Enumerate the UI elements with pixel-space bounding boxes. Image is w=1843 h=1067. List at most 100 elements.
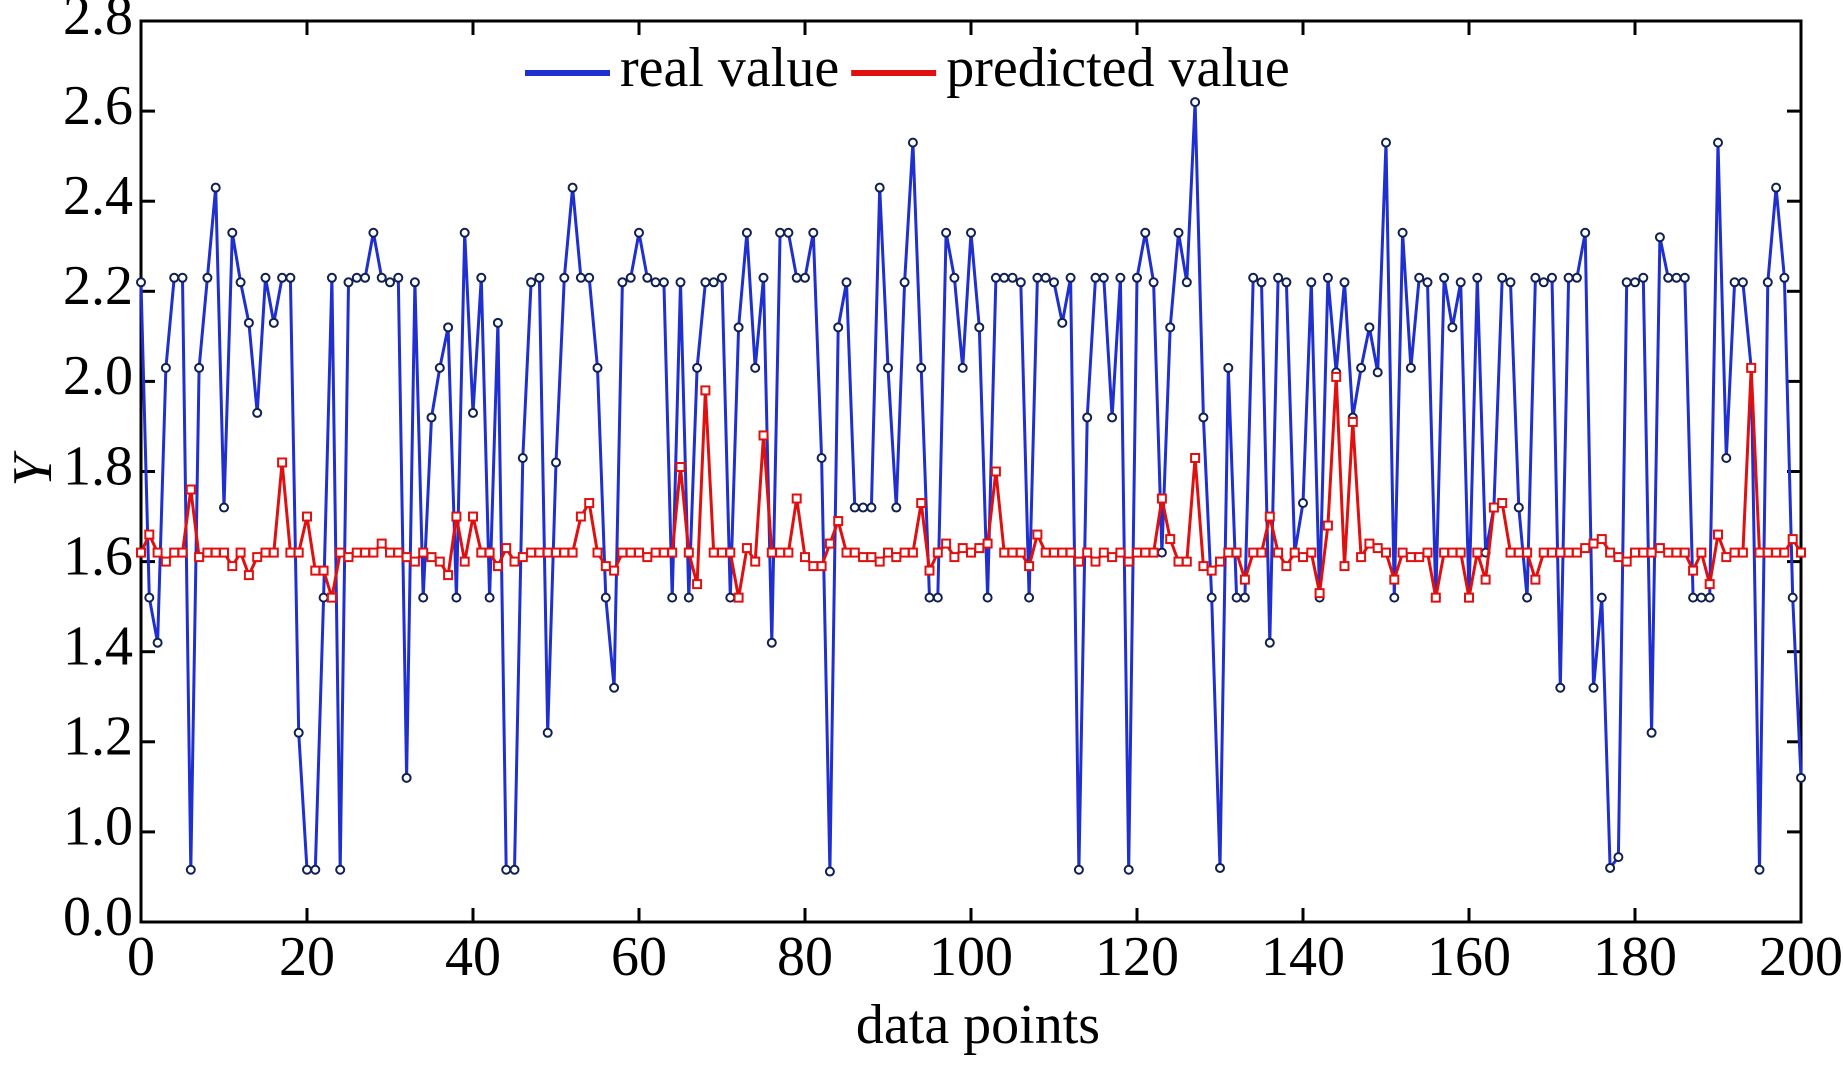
point-marker [185, 484, 196, 495]
point-marker [326, 272, 337, 283]
point-marker [534, 547, 545, 558]
point-marker [293, 547, 304, 558]
point-marker [957, 543, 968, 554]
point-marker [1015, 547, 1026, 558]
point-marker [335, 547, 346, 558]
y-tick-label: 1.4 [63, 616, 133, 678]
point-marker [1505, 547, 1516, 558]
point-marker [1737, 277, 1748, 288]
point-marker [360, 547, 371, 558]
point-marker [152, 547, 163, 558]
point-marker [1007, 547, 1018, 558]
point-marker [1580, 227, 1591, 238]
point-marker [1513, 502, 1524, 513]
point-marker [1787, 592, 1798, 603]
point-marker [858, 552, 869, 563]
point-marker [1049, 277, 1059, 288]
point-marker [326, 592, 337, 603]
point-marker [708, 547, 719, 558]
point-marker [1605, 547, 1616, 558]
x-tick-label: 0 [127, 926, 155, 988]
point-marker [1646, 727, 1657, 738]
point-marker [1405, 362, 1416, 373]
point-marker [1032, 529, 1043, 540]
point-marker [252, 407, 263, 418]
x-tick-label: 120 [1095, 926, 1179, 988]
point-marker [816, 452, 827, 463]
x-tick-label: 100 [929, 926, 1013, 988]
point-marker [833, 322, 844, 333]
point-marker [1596, 592, 1607, 603]
point-marker [1231, 547, 1242, 558]
point-marker [1472, 272, 1483, 283]
point-marker [634, 547, 644, 558]
point-marker [617, 547, 628, 558]
point-marker [1663, 547, 1674, 558]
point-marker [1331, 371, 1342, 382]
point-marker [1356, 552, 1367, 563]
legend-label: real value [620, 37, 839, 99]
point-marker [426, 412, 437, 423]
point-marker [966, 227, 976, 238]
point-marker [974, 543, 985, 554]
point-marker [1654, 543, 1665, 554]
point-marker [1762, 547, 1773, 558]
point-marker [260, 272, 271, 283]
point-marker [1223, 547, 1234, 558]
point-marker [592, 547, 603, 558]
point-marker [1754, 864, 1765, 875]
point-marker [1190, 97, 1201, 108]
point-marker [891, 552, 902, 563]
point-marker [177, 272, 188, 283]
point-marker [1488, 502, 1499, 513]
point-marker [741, 227, 752, 238]
point-marker [219, 502, 229, 513]
point-marker [783, 547, 794, 558]
point-marker [1322, 520, 1333, 531]
point-marker [625, 272, 636, 283]
x-tick-label: 140 [1261, 926, 1345, 988]
point-marker [1231, 592, 1242, 603]
point-marker [277, 457, 288, 468]
point-marker [849, 547, 860, 558]
point-marker [368, 227, 379, 238]
point-marker [1704, 579, 1715, 590]
point-marker [1082, 412, 1093, 423]
point-marker [907, 137, 918, 148]
point-marker [343, 552, 354, 563]
point-marker [401, 552, 412, 563]
point-marker [1530, 272, 1541, 283]
point-marker [1206, 592, 1217, 603]
point-marker [1630, 547, 1640, 558]
point-marker [1156, 547, 1167, 558]
point-marker [658, 277, 669, 288]
point-marker [459, 556, 470, 567]
point-marker [202, 547, 213, 558]
point-marker [1522, 547, 1533, 558]
point-marker [1173, 556, 1184, 567]
point-marker [974, 322, 985, 333]
point-marker [932, 592, 943, 603]
point-marker [791, 493, 802, 504]
x-tick-label: 20 [279, 926, 335, 988]
point-marker [1065, 547, 1076, 558]
point-marker [418, 547, 429, 558]
point-marker [318, 565, 329, 576]
point-marker [1547, 272, 1557, 283]
point-marker [1057, 317, 1068, 328]
point-marker [683, 592, 694, 603]
point-marker [883, 547, 893, 558]
point-marker [210, 547, 221, 558]
point-marker [841, 547, 852, 558]
point-marker [393, 547, 404, 558]
point-marker [692, 362, 703, 373]
point-marker [509, 556, 520, 567]
point-marker [932, 547, 943, 558]
y-tick-label: 2.8 [63, 0, 133, 47]
point-marker [1148, 547, 1159, 558]
point-marker [692, 579, 703, 590]
point-marker [194, 552, 205, 563]
point-marker [1181, 556, 1192, 567]
x-tick-label: 160 [1427, 926, 1511, 988]
point-marker [277, 272, 288, 283]
